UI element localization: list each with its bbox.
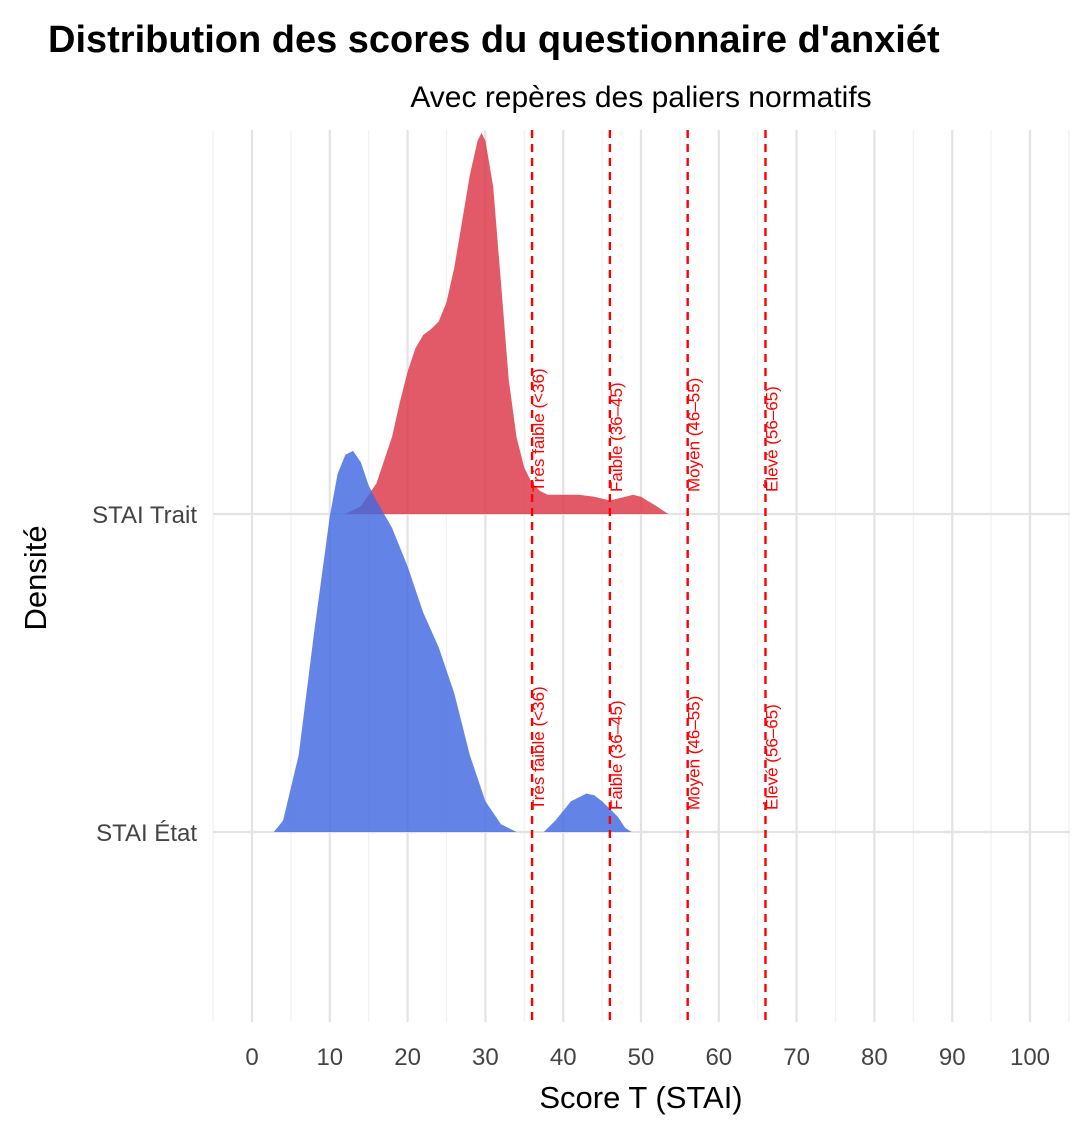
reference-label: Moyen (46–55) xyxy=(685,378,704,492)
y-category-label: STAI État xyxy=(96,820,197,847)
chart-subtitle: Avec repères des paliers normatifs xyxy=(410,81,871,114)
x-tick-label: 70 xyxy=(783,1044,810,1071)
x-tick-label: 50 xyxy=(628,1044,655,1071)
density-area-trait xyxy=(345,132,669,514)
grid xyxy=(212,130,1070,1022)
x-tick-label: 60 xyxy=(705,1044,732,1071)
y-axis-categories: STAI Trait STAI État xyxy=(92,502,197,847)
x-axis-ticks: 0 10 20 30 40 50 60 70 80 90 100 xyxy=(245,1044,1050,1071)
x-tick-label: 0 xyxy=(245,1044,258,1071)
reference-labels: Très faible (<36) Faible (36–45) Moyen (46… xyxy=(529,368,781,810)
reference-label: Très faible (<36) xyxy=(529,686,548,810)
y-category-label: STAI Trait xyxy=(92,502,197,529)
density-area-etat xyxy=(273,450,518,832)
x-tick-label: 80 xyxy=(861,1044,888,1071)
reference-label: Moyen (46–55) xyxy=(685,696,704,810)
x-tick-label: 20 xyxy=(394,1044,421,1071)
x-axis-title: Score T (STAI) xyxy=(539,1080,742,1115)
reference-label: Élevé (56–65) xyxy=(763,386,782,492)
reference-label: Faible (36–45) xyxy=(607,382,626,492)
x-tick-label: 40 xyxy=(550,1044,577,1071)
x-tick-label: 90 xyxy=(939,1044,966,1071)
reference-lines xyxy=(530,130,767,1022)
x-tick-label: 100 xyxy=(1010,1044,1050,1071)
reference-label: Faible (36–45) xyxy=(607,700,626,810)
reference-label: Très faible (<36) xyxy=(529,368,548,492)
y-axis-title: Densité xyxy=(18,525,53,630)
reference-label: Élevé (56–65) xyxy=(763,704,782,810)
x-tick-label: 10 xyxy=(316,1044,343,1071)
x-tick-label: 30 xyxy=(472,1044,499,1071)
chart-title: Distribution des scores du questionnaire… xyxy=(48,19,940,61)
